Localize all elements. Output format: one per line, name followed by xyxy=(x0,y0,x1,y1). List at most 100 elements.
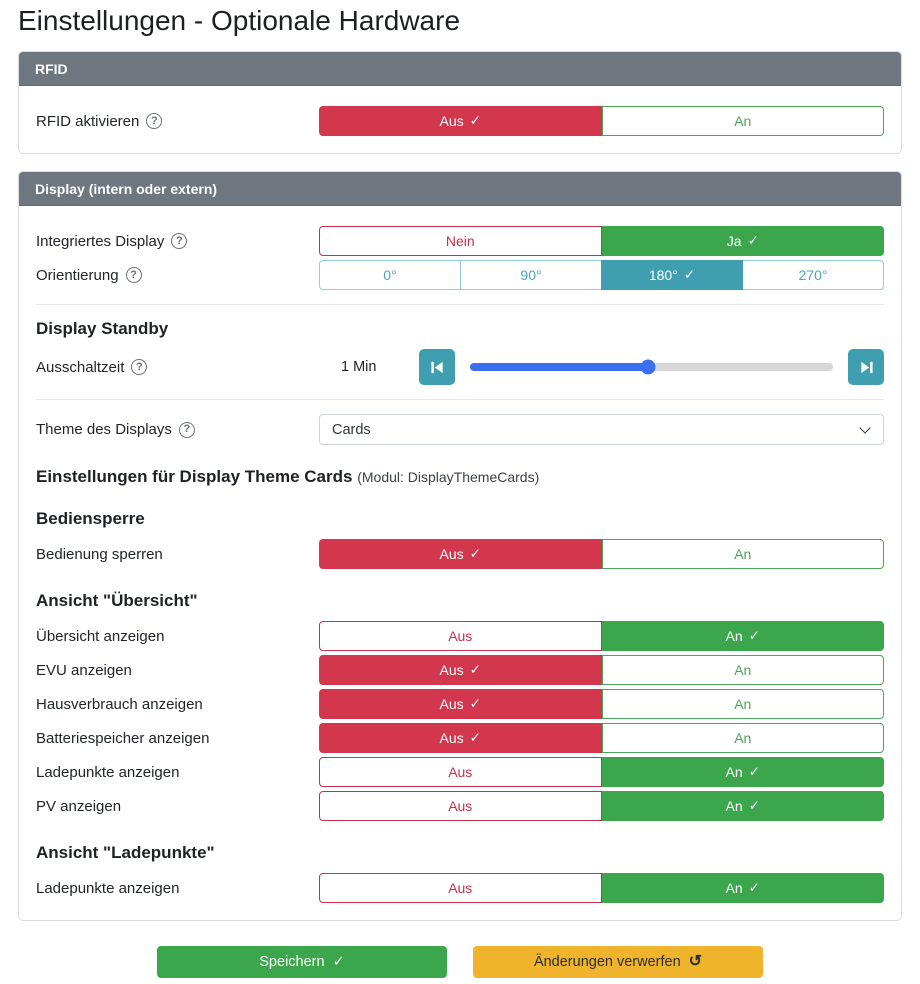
help-icon[interactable]: ? xyxy=(131,359,148,375)
lock-control: Aus ✓ An ✓ xyxy=(319,539,884,569)
toggle-on-button[interactable]: An ✓ xyxy=(601,655,884,685)
row-label: EVU anzeigen xyxy=(36,662,319,679)
rfid-enable-toggle: Aus ✓ An ✓ xyxy=(319,106,884,136)
toggle-off-button[interactable]: Aus ✓ xyxy=(319,621,602,651)
house-consumption-toggle: Aus ✓ An ✓ xyxy=(319,689,884,719)
orientation-label: Orientierung ? xyxy=(36,267,319,284)
help-icon[interactable]: ? xyxy=(125,267,142,283)
display-theme-select[interactable]: Cards xyxy=(319,414,884,445)
toggle-off-button[interactable]: Aus ✓ xyxy=(319,791,602,821)
row-control: Aus ✓ An ✓ xyxy=(319,621,884,651)
orientation-option-90[interactable]: 90° ✓ xyxy=(460,260,602,290)
label-text: Bedienung sperren xyxy=(36,545,163,563)
save-button[interactable]: Speichern ✓ xyxy=(157,946,447,978)
toggle-on-button[interactable]: An ✓ xyxy=(601,873,884,903)
rfid-card: RFID RFID aktivieren ? Aus ✓ An ✓ xyxy=(18,51,902,154)
overview-show-toggle: Aus ✓ An ✓ xyxy=(319,621,884,651)
toggle-off-label: Nein xyxy=(445,233,475,249)
skip-back-icon xyxy=(430,361,443,373)
lock-heading: Bediensperre xyxy=(36,509,145,528)
toggle-on-button[interactable]: An ✓ xyxy=(601,539,884,569)
pv-show-toggle: Aus ✓ An ✓ xyxy=(319,791,884,821)
label-text: Hausverbrauch anzeigen xyxy=(36,695,203,713)
check-icon: ✓ xyxy=(469,730,481,745)
display-theme-control: Cards xyxy=(319,414,884,445)
toggle-on-label: An xyxy=(734,113,752,129)
row-battery-show: Batteriespeicher anzeigen Aus ✓ An ✓ xyxy=(36,723,884,753)
toggle-on-button[interactable]: An ✓ xyxy=(601,689,884,719)
row-control: Aus ✓ An ✓ xyxy=(319,873,884,903)
skip-forward-button[interactable] xyxy=(848,349,884,385)
toggle-off-button[interactable]: Aus ✓ xyxy=(319,689,602,719)
toggle-on-button[interactable]: An ✓ xyxy=(601,621,884,651)
toggle-on-label: Ja xyxy=(726,233,742,249)
toggle-off-label: Aus xyxy=(439,546,464,562)
check-icon: ✓ xyxy=(332,954,345,970)
selected-option-label: Cards xyxy=(332,421,371,438)
row-house-consumption-show: Hausverbrauch anzeigen Aus ✓ An ✓ xyxy=(36,689,884,719)
check-icon: ✓ xyxy=(683,267,696,282)
row-control: Aus ✓ An ✓ xyxy=(319,757,884,787)
row-chargepoints-show: Ladepunkte anzeigen Aus ✓ An ✓ xyxy=(36,873,884,903)
chargepoints-show-toggle: Aus ✓ An ✓ xyxy=(319,873,884,903)
check-icon: ✓ xyxy=(748,880,760,895)
orientation-option-0[interactable]: 0° ✓ xyxy=(319,260,461,290)
toggle-on-button[interactable]: An ✓ xyxy=(601,791,884,821)
display-card-header: Display (intern oder extern) xyxy=(19,172,901,206)
toggle-off-button[interactable]: Aus ✓ xyxy=(319,655,602,685)
label-text: Integriertes Display xyxy=(36,232,165,250)
theme-settings-heading-text: Einstellungen für Display Theme Cards xyxy=(36,467,353,486)
toggle-on-label: An xyxy=(725,628,743,644)
battery-show-toggle: Aus ✓ An ✓ xyxy=(319,723,884,753)
toggle-on-button[interactable]: An ✓ xyxy=(601,757,884,787)
save-button-label: Speichern xyxy=(259,954,325,970)
divider xyxy=(36,399,884,400)
row-lock: Bedienung sperren Aus ✓ An ✓ xyxy=(36,539,884,569)
toggle-off-button[interactable]: Aus ✓ xyxy=(319,539,602,569)
row-overview-show: Übersicht anzeigen Aus ✓ An ✓ xyxy=(36,621,884,651)
label-text: Ladepunkte anzeigen xyxy=(36,879,180,897)
discard-changes-button[interactable]: Änderungen verwerfen ↺ xyxy=(473,946,763,978)
row-control: Aus ✓ An ✓ xyxy=(319,655,884,685)
toggle-on-button[interactable]: Ja ✓ xyxy=(601,226,884,256)
slider-thumb[interactable] xyxy=(640,359,656,375)
row-pv-show: PV anzeigen Aus ✓ An ✓ xyxy=(36,791,884,821)
label-text: Theme des Displays xyxy=(36,421,172,438)
row-label: Batteriespeicher anzeigen xyxy=(36,730,319,747)
orientation-option-270[interactable]: 270° ✓ xyxy=(742,260,884,290)
toggle-off-button[interactable]: Aus ✓ xyxy=(319,757,602,787)
option-label: 270° xyxy=(798,267,828,283)
label-text: PV anzeigen xyxy=(36,797,122,815)
display-theme-label: Theme des Displays ? xyxy=(36,421,319,438)
help-icon[interactable]: ? xyxy=(171,233,188,249)
toggle-on-button[interactable]: An ✓ xyxy=(601,723,884,753)
label-text: Orientierung xyxy=(36,266,119,284)
row-integrated-display: Integriertes Display ? Nein ✓ Ja ✓ xyxy=(36,226,884,256)
row-off-time: Ausschaltzeit ? 1 Min xyxy=(36,349,884,385)
toggle-on-button[interactable]: An ✓ xyxy=(601,106,884,136)
row-label: Hausverbrauch anzeigen xyxy=(36,696,319,713)
label-text: Ladepunkte anzeigen xyxy=(36,763,180,781)
toggle-off-button[interactable]: Aus ✓ xyxy=(319,106,602,136)
skip-back-button[interactable] xyxy=(419,349,455,385)
help-icon[interactable]: ? xyxy=(178,421,195,438)
row-control: Aus ✓ An ✓ xyxy=(319,723,884,753)
orientation-option-180[interactable]: 180° ✓ xyxy=(601,260,743,290)
row-evu-show: EVU anzeigen Aus ✓ An ✓ xyxy=(36,655,884,685)
help-icon[interactable]: ? xyxy=(146,113,163,129)
toggle-on-label: An xyxy=(725,880,743,896)
off-time-slider[interactable] xyxy=(470,359,833,375)
row-chargepoints-show-overview: Ladepunkte anzeigen Aus ✓ An ✓ xyxy=(36,757,884,787)
integrated-display-control: Nein ✓ Ja ✓ xyxy=(319,226,884,256)
lock-label: Bedienung sperren xyxy=(36,546,319,563)
slider-fill xyxy=(470,363,648,371)
off-time-label: Ausschaltzeit ? xyxy=(36,359,319,376)
row-control: Aus ✓ An ✓ xyxy=(319,791,884,821)
row-label: Ladepunkte anzeigen xyxy=(36,764,319,781)
chargepoints-overview-toggle: Aus ✓ An ✓ xyxy=(319,757,884,787)
settings-page: Einstellungen - Optionale Hardware RFID … xyxy=(0,5,920,978)
row-display-theme: Theme des Displays ? Cards xyxy=(36,414,884,445)
toggle-off-button[interactable]: Aus ✓ xyxy=(319,723,602,753)
toggle-off-button[interactable]: Nein ✓ xyxy=(319,226,602,256)
toggle-off-button[interactable]: Aus ✓ xyxy=(319,873,602,903)
